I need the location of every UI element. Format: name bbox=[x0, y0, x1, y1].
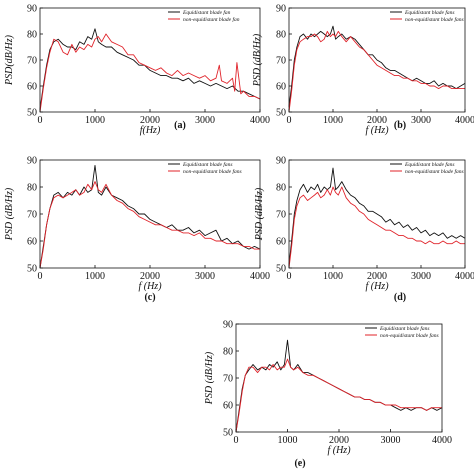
legend-entry-e: Equidistant blade fans bbox=[379, 325, 430, 332]
x-tick-label-e: 1000 bbox=[278, 435, 298, 446]
x-tick-label-b: 3000 bbox=[411, 115, 431, 126]
x-tick-label-c: 4000 bbox=[250, 271, 270, 282]
y-axis-label-e: PSD (dB/Hz) bbox=[204, 351, 215, 405]
series-line-c-2 bbox=[39, 181, 260, 269]
legend-entry-d: non-equidistant blade fans bbox=[405, 168, 464, 175]
legend-entry-c: Equidistant blade fans bbox=[182, 161, 233, 168]
x-axis-label-d: f (Hz) bbox=[365, 281, 389, 292]
x-tick-label-c: 1000 bbox=[85, 271, 105, 282]
plot-frame-e bbox=[235, 323, 443, 433]
x-tick-label-e: 4000 bbox=[432, 435, 452, 446]
y-tick-label-d: 80 bbox=[276, 183, 286, 194]
panel-a: 50 60 70 80 90 0 1000 2000 3000 4000 f(Hz) PSD(dB/H… bbox=[4, 4, 270, 137]
panel-d: 50 60 70 80 90 0 1000 2000 3000 4000 f (Hz) PSD (dB… bbox=[254, 156, 474, 304]
legend-entry-b: Equidistant blade fans bbox=[404, 9, 455, 16]
series-line-d-2 bbox=[288, 186, 465, 269]
series-line-a-1 bbox=[39, 28, 261, 110]
y-tick-label-e: 60 bbox=[223, 401, 233, 412]
y-tick-label-b: 50 bbox=[276, 108, 286, 119]
y-axis-label-a: PSD(dB/Hz) bbox=[4, 34, 15, 86]
y-tick-label-a: 80 bbox=[27, 30, 37, 41]
x-tick-label-c: 0 bbox=[38, 271, 43, 282]
y-axis-label-b: PSD (dB/Hz) bbox=[252, 33, 263, 87]
plot-frame-a bbox=[39, 7, 261, 113]
series-line-d-1 bbox=[288, 167, 466, 266]
y-axis-label-c: PSD (dB/Hz) bbox=[4, 187, 15, 241]
x-tick-label-c: 3000 bbox=[195, 271, 215, 282]
y-tick-label-d: 50 bbox=[276, 264, 286, 275]
y-tick-label-a: 70 bbox=[27, 56, 37, 67]
y-tick-label-b: 70 bbox=[276, 56, 286, 67]
y-tick-label-e: 80 bbox=[223, 347, 233, 358]
x-tick-label-b: 2000 bbox=[367, 115, 387, 126]
x-tick-label-d: 0 bbox=[287, 271, 292, 282]
panel-b: 50 60 70 80 90 0 1000 2000 3000 4000 f (Hz) PSD (dB… bbox=[252, 4, 474, 137]
series-line-c-1 bbox=[39, 164, 261, 269]
x-tick-label-a: 2000 bbox=[140, 115, 160, 126]
x-tick-label-e: 0 bbox=[234, 435, 239, 446]
legend-entry-a: Equidistant blade fan bbox=[182, 9, 231, 16]
x-tick-label-e: 2000 bbox=[329, 435, 349, 446]
plot-frame-c bbox=[39, 159, 261, 269]
y-tick-label-c: 70 bbox=[27, 210, 37, 221]
x-axis-label-b: f (Hz) bbox=[365, 125, 389, 136]
y-tick-label-b: 60 bbox=[276, 82, 286, 93]
legend-entry-b: non-equidistant blade fans bbox=[405, 16, 464, 23]
x-tick-label-e: 3000 bbox=[381, 435, 401, 446]
panel-c: 50 60 70 80 90 0 1000 2000 3000 4000 f (Hz) PSD (dB… bbox=[4, 156, 270, 304]
panel-e: 50 60 70 80 90 0 1000 2000 3000 4000 f (Hz) PSD (dB… bbox=[204, 320, 452, 470]
x-tick-label-b: 1000 bbox=[323, 115, 343, 126]
x-tick-label-a: 4000 bbox=[250, 115, 270, 126]
panel-label-e: (e) bbox=[294, 458, 305, 469]
y-tick-label-a: 50 bbox=[27, 108, 37, 119]
legend-entry-c: non-equidistant blade fans bbox=[183, 168, 242, 175]
y-tick-label-c: 60 bbox=[27, 237, 37, 248]
y-tick-label-d: 70 bbox=[276, 210, 286, 221]
panel-label-d: (d) bbox=[394, 292, 406, 303]
x-tick-label-b: 4000 bbox=[455, 115, 474, 126]
series-line-b-2 bbox=[288, 30, 465, 113]
legend-entry-a: non-equidistant blade fan bbox=[183, 16, 240, 23]
y-tick-label-c: 80 bbox=[27, 183, 37, 194]
x-tick-label-d: 2000 bbox=[367, 271, 387, 282]
panel-label-b: (b) bbox=[394, 120, 406, 131]
y-tick-label-b: 90 bbox=[276, 4, 286, 15]
x-tick-label-d: 4000 bbox=[455, 271, 474, 282]
y-axis-label-d: PSD (dB/Hz) bbox=[254, 187, 265, 241]
x-tick-label-c: 2000 bbox=[140, 271, 160, 282]
panel-label-a: (a) bbox=[174, 120, 186, 131]
legend-entry-d: Equidistant blade fans bbox=[404, 161, 455, 168]
series-line-a-2 bbox=[39, 33, 261, 113]
x-tick-label-a: 3000 bbox=[195, 115, 215, 126]
x-tick-label-a: 0 bbox=[38, 115, 43, 126]
x-tick-label-b: 0 bbox=[287, 115, 292, 126]
y-tick-label-d: 90 bbox=[276, 156, 286, 167]
x-axis-label-c: f (Hz) bbox=[138, 281, 162, 292]
y-tick-label-e: 50 bbox=[223, 428, 233, 439]
y-tick-label-a: 60 bbox=[27, 82, 37, 93]
series-line-b-1 bbox=[288, 25, 466, 107]
panel-label-c: (c) bbox=[144, 292, 155, 303]
y-tick-label-c: 50 bbox=[27, 264, 37, 275]
x-tick-label-d: 1000 bbox=[323, 271, 343, 282]
x-axis-label-e: f (Hz) bbox=[327, 445, 351, 456]
series-line-e-1 bbox=[235, 339, 443, 433]
y-tick-label-b: 80 bbox=[276, 30, 286, 41]
y-tick-label-e: 90 bbox=[223, 320, 233, 331]
series-line-e-2 bbox=[235, 358, 442, 433]
y-tick-label-e: 70 bbox=[223, 374, 233, 385]
y-tick-label-d: 60 bbox=[276, 237, 286, 248]
x-tick-label-d: 3000 bbox=[411, 271, 431, 282]
x-tick-label-a: 1000 bbox=[85, 115, 105, 126]
x-axis-label-a: f(Hz) bbox=[140, 125, 161, 136]
legend-entry-e: non-equidistant blade fans bbox=[380, 332, 439, 339]
y-tick-label-c: 90 bbox=[27, 156, 37, 167]
y-tick-label-a: 90 bbox=[27, 4, 37, 15]
